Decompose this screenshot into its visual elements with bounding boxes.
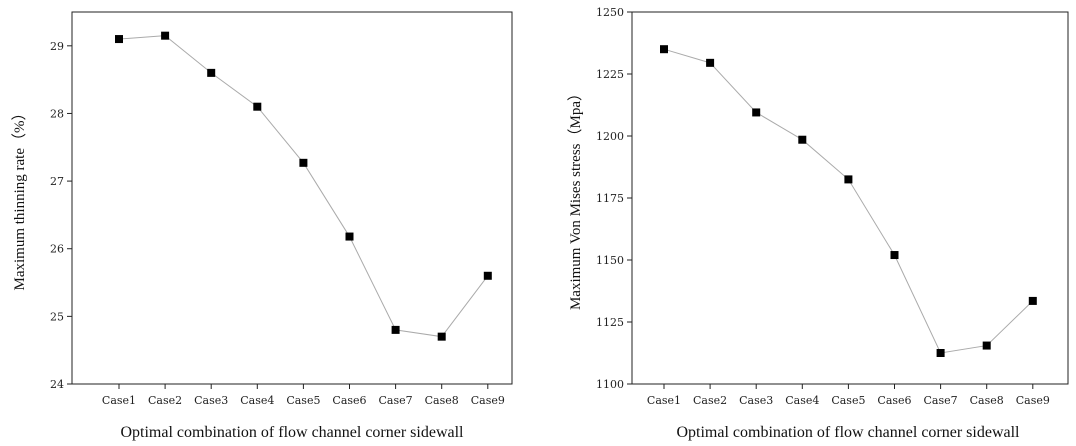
y-axis-label: Maximum thinning rate（%） [11,106,28,291]
x-tick-label: Case1 [102,394,136,407]
x-tick-label: Case1 [647,394,681,407]
data-point [299,158,308,167]
y-tick-label: 1100 [596,378,624,391]
x-tick-label: Case5 [831,394,865,407]
y-tick-label: 1250 [596,6,624,19]
x-tick-label: Case3 [739,394,773,407]
x-tick-label: Case2 [148,394,182,407]
y-tick-label: 27 [50,175,64,188]
data-point [890,251,899,260]
series-line [663,48,1034,354]
data-point [706,58,715,67]
data-point [207,68,216,77]
data-point [1028,296,1037,305]
plot-frame [71,11,513,385]
x-tick-label: Case8 [425,394,459,407]
data-point [752,108,761,117]
x-tick-label: Case5 [286,394,320,407]
plot-frame [631,11,1069,385]
y-tick-label: 1125 [596,316,624,329]
y-tick-label: 26 [50,243,64,256]
y-tick-label: 24 [50,378,64,391]
x-tick-label: Case4 [785,394,819,407]
data-point [253,102,262,111]
x-tick-label: Case3 [194,394,228,407]
data-point [345,232,354,241]
y-tick-label: 28 [50,107,64,120]
data-point [798,135,807,144]
x-tick-label: Case9 [1016,394,1050,407]
data-point [161,31,170,40]
y-tick-label: 1175 [596,192,624,205]
data-point [936,349,945,357]
data-point [660,45,668,54]
data-point [844,175,853,184]
x-tick-label: Case6 [877,394,911,407]
series-line [118,35,489,338]
x-tick-label: Case4 [240,394,274,407]
thinning-rate-chart: 24 25 26 27 28 29 Case1 Case2 Case3 Case4 Case5 Cas… [11,11,513,441]
x-tick-label: Case8 [970,394,1004,407]
data-point [115,35,123,44]
x-axis-label: Optimal combination of flow channel corn… [120,424,464,441]
y-tick-label: 1200 [596,130,624,143]
y-tick-label: 1225 [596,68,624,81]
x-tick-label: Case2 [693,394,727,407]
y-tick-label: 29 [50,40,64,53]
x-tick-label: Case6 [332,394,366,407]
data-point [483,271,492,280]
von-mises-stress-chart: 1100 1125 1150 1175 1200 1225 1250 Case1 Case2 Ca… [567,6,1069,441]
x-tick-label: Case7 [924,394,958,407]
data-point [437,332,446,341]
data-point [391,325,400,334]
y-axis-label: Maximum Von Mises stress（Mpa） [567,86,584,310]
y-tick-label: 25 [50,310,64,323]
y-tick-label: 1150 [596,254,624,267]
x-tick-label: Case9 [471,394,505,407]
x-tick-label: Case7 [379,394,413,407]
x-axis-label: Optimal combination of flow channel corn… [676,424,1020,441]
data-point [982,341,991,350]
